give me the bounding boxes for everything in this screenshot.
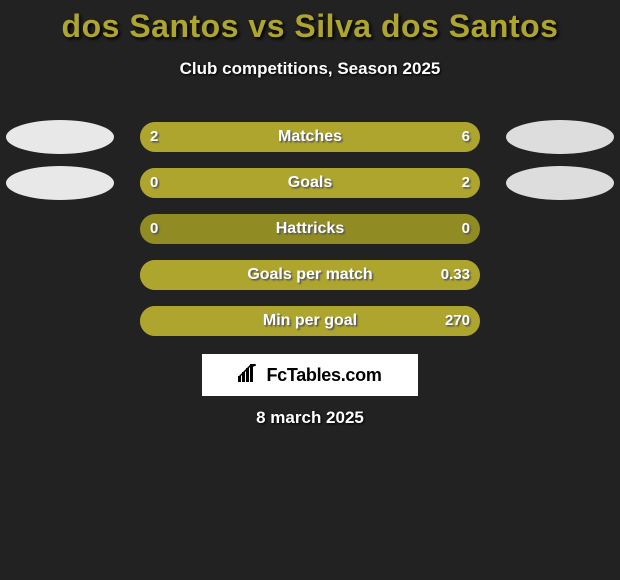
stat-value-right: 0 (462, 214, 470, 244)
bar-track: 270Min per goal (140, 306, 480, 336)
bar-track: 0.33Goals per match (140, 260, 480, 290)
stat-label: Hattricks (140, 214, 480, 244)
bar-fill-right (140, 260, 480, 290)
bar-fill-right (225, 122, 480, 152)
stat-value-left: 2 (150, 122, 158, 152)
date-text: 8 march 2025 (0, 408, 620, 428)
bar-fill-right (140, 306, 480, 336)
stat-value-right: 0.33 (441, 260, 470, 290)
team-badge-left (6, 166, 114, 200)
page-subtitle: Club competitions, Season 2025 (0, 59, 620, 79)
team-badge-right (506, 120, 614, 154)
stats-area: 26Matches02Goals00Hattricks0.33Goals per… (0, 118, 620, 348)
stat-value-right: 270 (445, 306, 470, 336)
page-title: dos Santos vs Silva dos Santos (0, 0, 620, 45)
bar-track: 0 0Hattricks (140, 214, 480, 244)
stat-value-left: 0 (150, 168, 158, 198)
stat-row: 0 0Hattricks (0, 210, 620, 248)
stat-row: 270Min per goal (0, 302, 620, 340)
bar-fill-right (140, 168, 480, 198)
stat-value-left: 0 (150, 214, 158, 244)
team-badge-right (506, 166, 614, 200)
bar-track: 02Goals (140, 168, 480, 198)
stat-row: 0.33Goals per match (0, 256, 620, 294)
stat-row: 02Goals (0, 164, 620, 202)
fctables-logo: FcTables.com (202, 354, 418, 396)
bar-track: 26Matches (140, 122, 480, 152)
chart-icon (238, 364, 260, 387)
stat-value-right: 2 (462, 168, 470, 198)
logo-text: FcTables.com (266, 365, 381, 386)
stat-value-right: 6 (462, 122, 470, 152)
stat-row: 26Matches (0, 118, 620, 156)
team-badge-left (6, 120, 114, 154)
